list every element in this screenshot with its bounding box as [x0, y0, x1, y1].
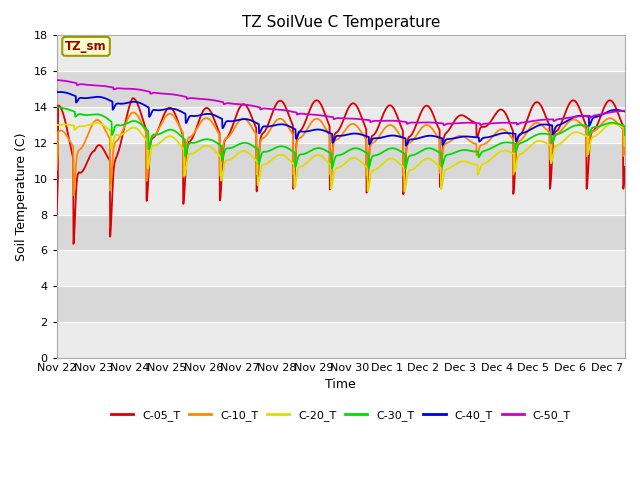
C-30_T: [330, 161, 337, 167]
C-05_T: [70, 241, 77, 247]
C-10_T: [621, 144, 628, 150]
C-50_T: [500, 120, 508, 126]
X-axis label: Time: Time: [326, 378, 356, 391]
C-10_T: [605, 116, 613, 121]
C-10_T: [330, 141, 337, 147]
C-30_T: [500, 140, 508, 145]
Bar: [57, 215, 625, 251]
C-40_T: [501, 130, 509, 136]
Bar: [57, 286, 625, 322]
C-40_T: [605, 108, 612, 114]
C-20_T: [330, 174, 337, 180]
C-20_T: [82, 123, 90, 129]
C-40_T: [53, 89, 61, 95]
Line: C-10_T: C-10_T: [57, 112, 625, 195]
Line: C-50_T: C-50_T: [57, 80, 625, 125]
C-30_T: [53, 104, 61, 110]
C-20_T: [92, 120, 100, 126]
Line: C-20_T: C-20_T: [57, 123, 625, 192]
C-05_T: [501, 109, 509, 115]
C-20_T: [53, 122, 61, 128]
C-40_T: [402, 143, 410, 148]
C-05_T: [605, 97, 613, 103]
C-50_T: [621, 108, 628, 114]
C-40_T: [621, 108, 628, 114]
C-05_T: [82, 162, 90, 168]
C-10_T: [315, 116, 323, 122]
C-20_T: [401, 189, 408, 194]
C-30_T: [314, 145, 322, 151]
C-10_T: [129, 109, 137, 115]
C-05_T: [621, 164, 628, 170]
C-40_T: [605, 108, 613, 114]
C-30_T: [621, 132, 628, 138]
Legend: C-05_T, C-10_T, C-20_T, C-30_T, C-40_T, C-50_T: C-05_T, C-10_T, C-20_T, C-30_T, C-40_T, …: [106, 406, 575, 425]
C-50_T: [82, 82, 90, 87]
Text: TZ_sm: TZ_sm: [65, 40, 107, 53]
C-10_T: [605, 116, 612, 121]
Line: C-30_T: C-30_T: [57, 107, 625, 168]
C-10_T: [70, 192, 77, 198]
C-50_T: [329, 114, 337, 120]
Line: C-05_T: C-05_T: [57, 98, 625, 244]
C-30_T: [605, 120, 612, 126]
C-05_T: [315, 98, 323, 104]
C-40_T: [330, 139, 337, 145]
Bar: [57, 71, 625, 107]
C-40_T: [314, 127, 322, 132]
C-20_T: [621, 142, 628, 147]
C-05_T: [53, 212, 61, 217]
Title: TZ SoilVue C Temperature: TZ SoilVue C Temperature: [242, 15, 440, 30]
C-50_T: [605, 110, 612, 116]
C-40_T: [82, 95, 90, 101]
C-20_T: [314, 152, 322, 158]
C-30_T: [82, 112, 90, 118]
Line: C-40_T: C-40_T: [57, 92, 625, 145]
C-50_T: [314, 112, 322, 118]
C-10_T: [501, 127, 509, 133]
C-05_T: [330, 137, 337, 143]
C-05_T: [129, 96, 137, 101]
Y-axis label: Soil Temperature (C): Soil Temperature (C): [15, 132, 28, 261]
C-50_T: [605, 110, 612, 116]
C-10_T: [53, 167, 61, 173]
Bar: [57, 107, 625, 143]
C-30_T: [605, 120, 612, 126]
C-20_T: [501, 148, 509, 154]
C-50_T: [476, 122, 484, 128]
C-20_T: [605, 121, 613, 127]
Bar: [57, 179, 625, 215]
C-30_T: [328, 165, 336, 171]
C-20_T: [605, 122, 612, 128]
C-50_T: [53, 77, 61, 83]
Bar: [57, 143, 625, 179]
Bar: [57, 36, 625, 71]
C-10_T: [82, 136, 90, 142]
C-05_T: [605, 98, 612, 104]
Bar: [57, 322, 625, 358]
Bar: [57, 251, 625, 286]
C-40_T: [56, 89, 64, 95]
